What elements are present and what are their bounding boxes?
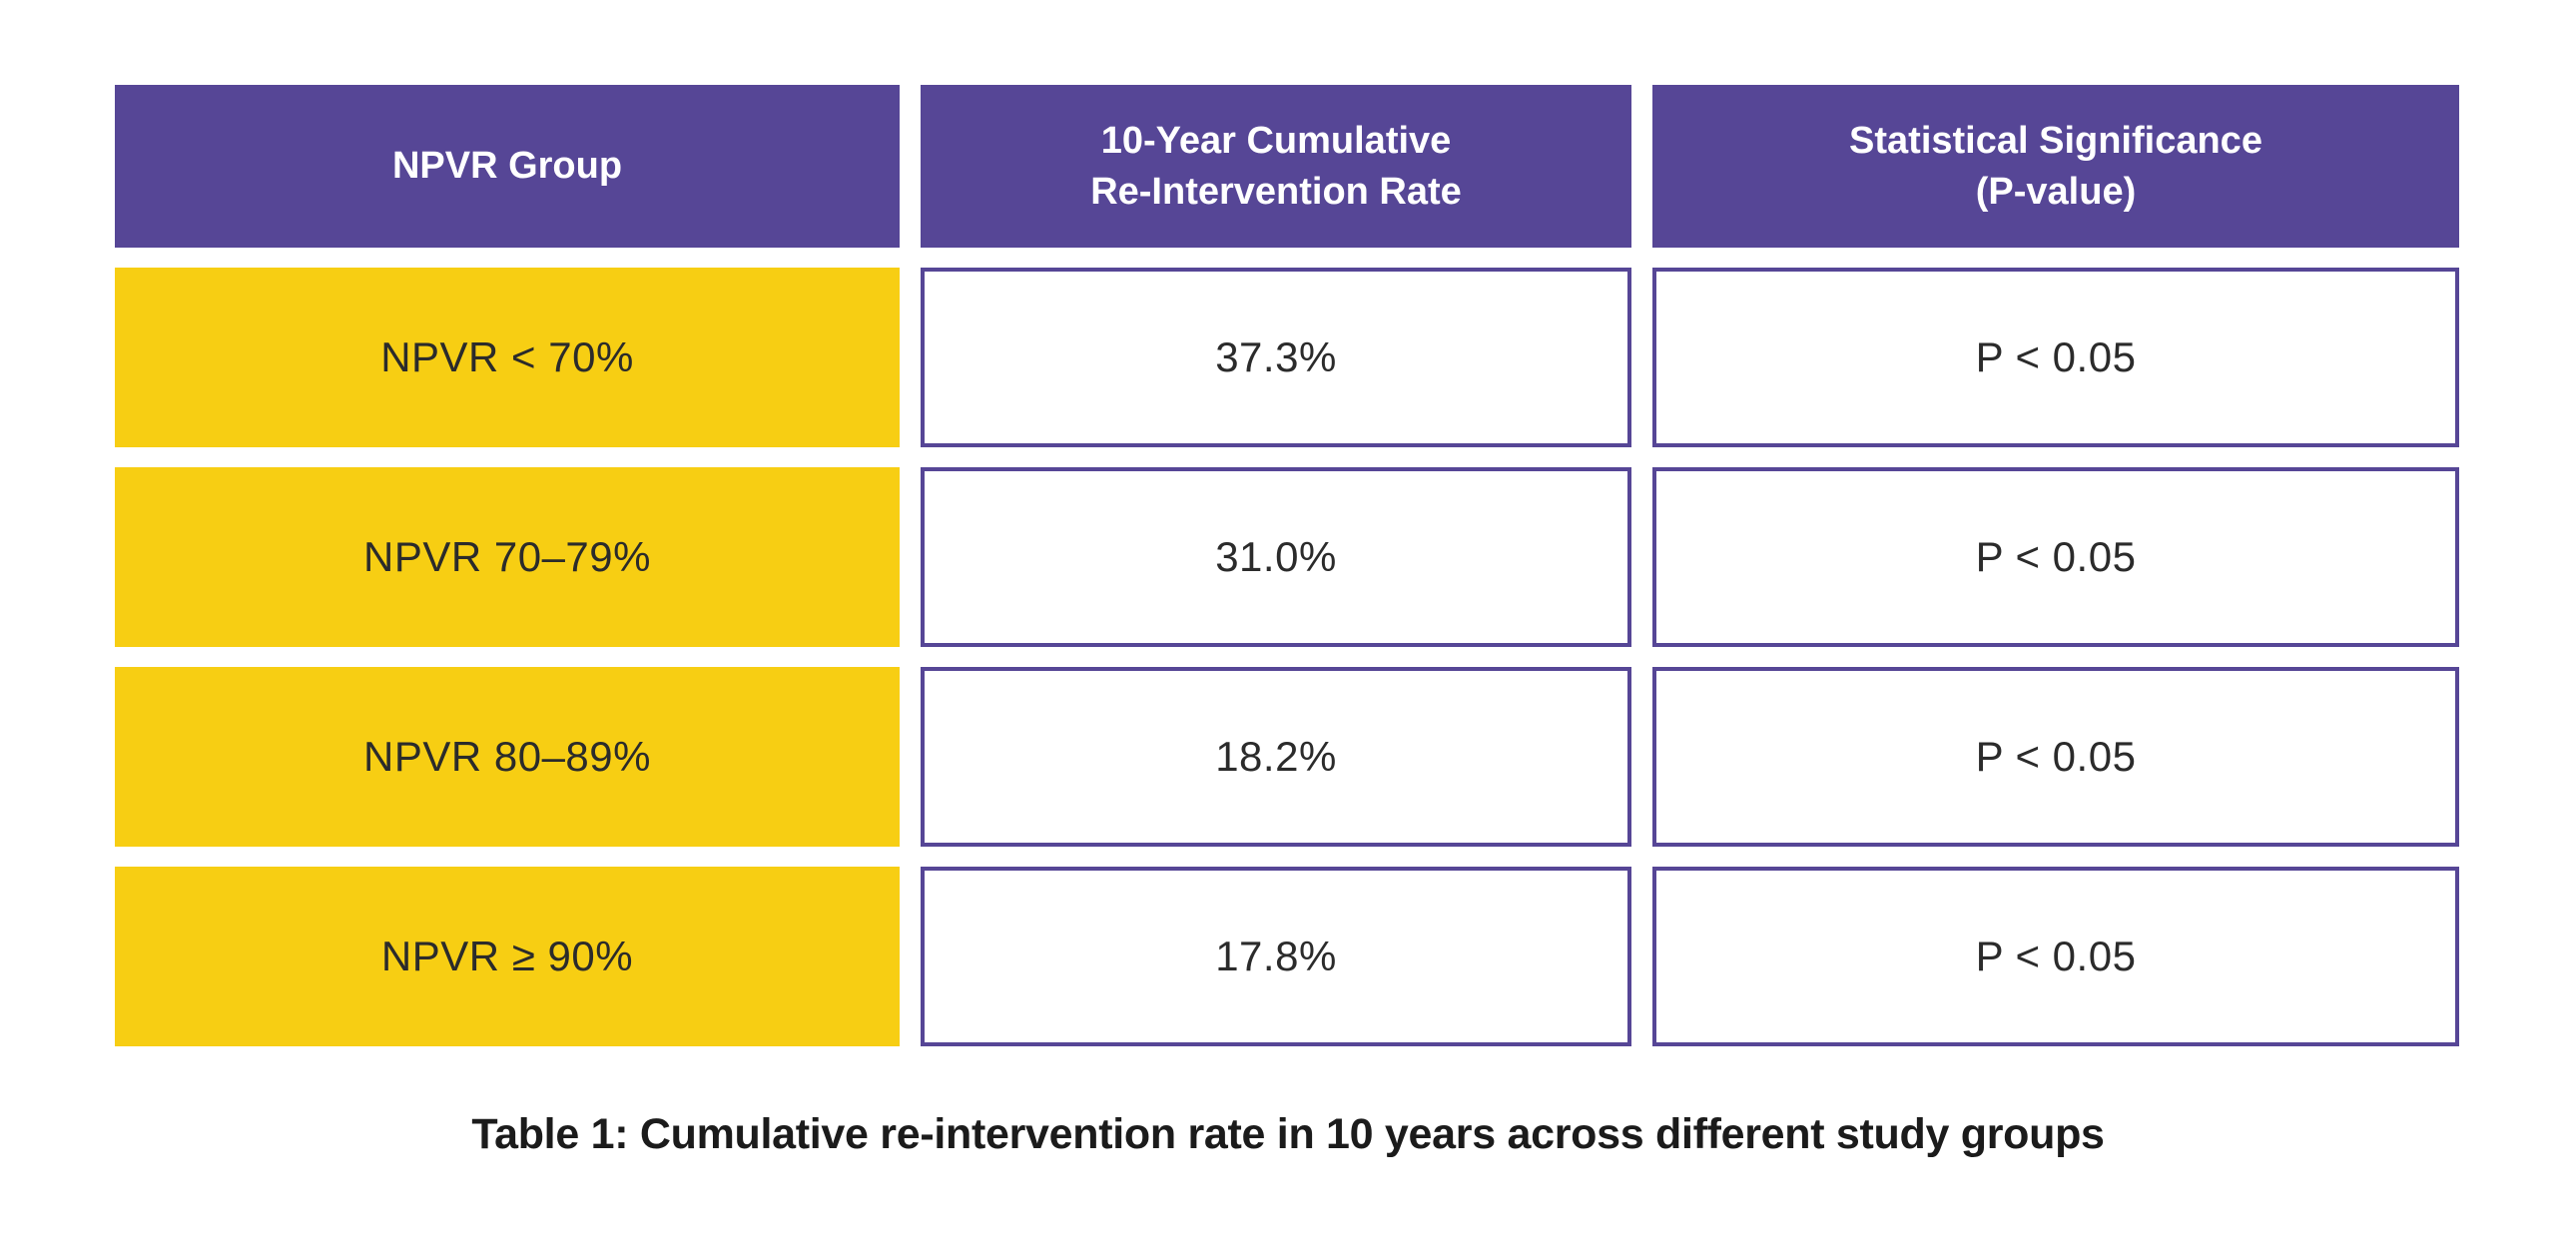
table-row-4-significance-cell: P < 0.05 [1652, 867, 2459, 1046]
table-row-3-significance-cell: P < 0.05 [1652, 667, 2459, 847]
table-row-3-group-cell: NPVR 80–89% [115, 667, 900, 847]
table-row-1-group-cell: NPVR < 70% [115, 268, 900, 447]
table-row-2-rate-cell: 31.0% [921, 467, 1631, 647]
table-row-3-rate-cell: 18.2% [921, 667, 1631, 847]
table-row-1-rate-cell: 37.3% [921, 268, 1631, 447]
table-row-2-significance-cell: P < 0.05 [1652, 467, 2459, 647]
column-header-statistical-significance: Statistical Significance (P-value) [1652, 85, 2459, 248]
column-header-npvr-group: NPVR Group [115, 85, 900, 248]
table-row-4-group-cell: NPVR ≥ 90% [115, 867, 900, 1046]
table-caption: Table 1: Cumulative re-intervention rate… [471, 1110, 2105, 1158]
table-row-2-group-cell: NPVR 70–79% [115, 467, 900, 647]
table-row-1-significance-cell: P < 0.05 [1652, 268, 2459, 447]
reintervention-table: NPVR Group 10-Year Cumulative Re-Interve… [115, 85, 2459, 1046]
table-row-4-rate-cell: 17.8% [921, 867, 1631, 1046]
column-header-reintervention-rate: 10-Year Cumulative Re-Intervention Rate [921, 85, 1631, 248]
